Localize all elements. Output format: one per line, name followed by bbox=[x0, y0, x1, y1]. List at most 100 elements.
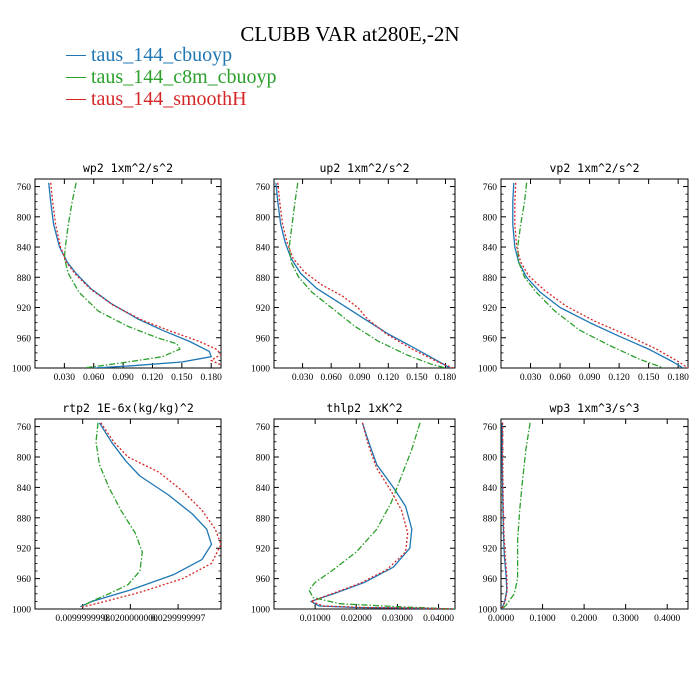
series-line-1-2 bbox=[277, 182, 454, 368]
xtick-label-5-2: 0.2000 bbox=[571, 614, 597, 624]
xtick-label-0-3: 0.120 bbox=[142, 373, 164, 383]
ytick-label-1-6: 1000 bbox=[251, 365, 270, 375]
ytick-label-1-4: 920 bbox=[256, 304, 271, 314]
xtick-label-2-1: 0.060 bbox=[549, 373, 571, 383]
panel-frame-1 bbox=[273, 178, 456, 369]
ytick-label-3-3: 880 bbox=[17, 514, 32, 524]
ytick-label-5-5: 960 bbox=[483, 575, 498, 585]
legend-label-c8m-cbuoyp: taus_144_c8m_cbuoyp bbox=[91, 65, 277, 88]
ytick-label-1-1: 800 bbox=[256, 213, 271, 223]
series-line-1-1 bbox=[288, 182, 446, 368]
ytick-label-2-0: 760 bbox=[483, 183, 498, 193]
ytick-label-3-1: 800 bbox=[17, 454, 32, 464]
ytick-label-2-4: 920 bbox=[483, 304, 498, 314]
xtick-label-1-4: 0.150 bbox=[406, 373, 428, 383]
legend-label-cbuoyp: taus_144_cbuoyp bbox=[91, 43, 233, 66]
xtick-label-0-4: 0.150 bbox=[171, 373, 193, 383]
xtick-label-3-1: 0.0200000000 bbox=[103, 614, 158, 624]
panel-title-2: vp2 1xm^2/s^2 bbox=[549, 161, 639, 175]
xtick-label-1-1: 0.060 bbox=[320, 373, 342, 383]
series-line-2-2 bbox=[514, 182, 688, 368]
panel-title-0: wp2 1xm^2/s^2 bbox=[83, 161, 173, 175]
xtick-label-4-3: 0.04000 bbox=[423, 614, 454, 624]
ytick-label-3-2: 840 bbox=[17, 484, 32, 494]
panel-frame-5 bbox=[500, 418, 689, 610]
ytick-label-4-2: 840 bbox=[256, 484, 271, 494]
ytick-label-5-0: 760 bbox=[483, 423, 498, 433]
series-line-4-1 bbox=[308, 422, 455, 609]
ytick-label-2-3: 880 bbox=[483, 274, 498, 284]
ytick-label-1-5: 960 bbox=[256, 334, 271, 344]
series-line-0-2 bbox=[50, 182, 221, 366]
legend-entry-smoothh: taus_144_smoothH bbox=[66, 88, 277, 110]
ytick-label-0-4: 920 bbox=[17, 304, 32, 314]
figure-title: CLUBB VAR at280E,-2N bbox=[240, 22, 460, 46]
series-line-4-0 bbox=[310, 422, 455, 609]
panel-title-5: wp3 1xm^3/s^3 bbox=[549, 401, 639, 415]
series-line-2-0 bbox=[512, 182, 684, 368]
ytick-label-1-0: 760 bbox=[256, 183, 271, 193]
ytick-label-2-5: 960 bbox=[483, 334, 498, 344]
series-line-5-1 bbox=[501, 422, 531, 609]
ytick-label-5-2: 840 bbox=[483, 484, 498, 494]
xtick-label-1-3: 0.120 bbox=[378, 373, 400, 383]
ytick-label-5-4: 920 bbox=[483, 545, 498, 555]
panel-frame-3 bbox=[34, 418, 222, 610]
legend-line-cbuoyp bbox=[66, 54, 86, 56]
xtick-label-4-0: 0.01000 bbox=[300, 614, 331, 624]
xtick-label-0-0: 0.030 bbox=[54, 373, 76, 383]
ytick-label-0-6: 1000 bbox=[12, 365, 31, 375]
panel-title-1: up2 1xm^2/s^2 bbox=[319, 161, 409, 175]
ytick-label-4-1: 800 bbox=[256, 454, 271, 464]
xtick-label-0-2: 0.090 bbox=[112, 373, 134, 383]
xtick-label-0-5: 0.180 bbox=[201, 373, 223, 383]
panel-frame-4 bbox=[273, 418, 456, 610]
xtick-label-2-5: 0.180 bbox=[667, 373, 689, 383]
xtick-label-3-2: 0.0299999997 bbox=[151, 614, 206, 624]
series-line-0-1 bbox=[63, 182, 181, 368]
xtick-label-1-5: 0.180 bbox=[435, 373, 457, 383]
ytick-label-4-6: 1000 bbox=[251, 606, 270, 616]
series-line-3-1 bbox=[81, 422, 143, 608]
xtick-label-4-1: 0.02000 bbox=[341, 614, 372, 624]
legend-line-smoothh bbox=[66, 98, 86, 100]
ytick-label-3-6: 1000 bbox=[12, 606, 31, 616]
panel-title-4: thlp2 1xK^2 bbox=[326, 401, 402, 415]
series-line-3-2 bbox=[80, 422, 221, 609]
legend-entry-c8m-cbuoyp: taus_144_c8m_cbuoyp bbox=[66, 66, 277, 88]
legend-line-c8m-cbuoyp bbox=[66, 76, 86, 78]
xtick-label-5-1: 0.1000 bbox=[529, 614, 555, 624]
panel-frame-2 bbox=[500, 178, 689, 369]
series-line-2-1 bbox=[517, 182, 664, 368]
xtick-label-1-2: 0.090 bbox=[349, 373, 371, 383]
ytick-label-4-4: 920 bbox=[256, 545, 271, 555]
ytick-label-5-6: 1000 bbox=[478, 606, 497, 616]
series-line-5-2 bbox=[501, 422, 508, 609]
xtick-label-2-3: 0.120 bbox=[608, 373, 630, 383]
ytick-label-3-5: 960 bbox=[17, 575, 32, 585]
ytick-label-2-6: 1000 bbox=[478, 365, 497, 375]
ytick-label-0-1: 800 bbox=[17, 213, 32, 223]
panel-title-3: rtp2 1E-6x(kg/kg)^2 bbox=[62, 401, 194, 415]
ytick-label-3-4: 920 bbox=[17, 545, 32, 555]
ytick-label-4-5: 960 bbox=[256, 575, 271, 585]
ytick-label-0-3: 880 bbox=[17, 274, 32, 284]
xtick-label-4-2: 0.03000 bbox=[382, 614, 413, 624]
xtick-label-2-2: 0.090 bbox=[579, 373, 601, 383]
ytick-label-4-3: 880 bbox=[256, 514, 271, 524]
series-line-0-0 bbox=[48, 182, 212, 368]
ytick-label-0-0: 760 bbox=[17, 183, 32, 193]
ytick-label-0-2: 840 bbox=[17, 244, 32, 254]
ytick-label-2-1: 800 bbox=[483, 213, 498, 223]
legend-entry-cbuoyp: taus_144_cbuoyp bbox=[66, 44, 277, 66]
series-line-4-2 bbox=[310, 422, 455, 609]
xtick-label-0-1: 0.060 bbox=[83, 373, 105, 383]
xtick-label-2-0: 0.030 bbox=[520, 373, 542, 383]
xtick-label-5-3: 0.3000 bbox=[613, 614, 639, 624]
ytick-label-4-0: 760 bbox=[256, 423, 271, 433]
series-line-5-0 bbox=[501, 422, 508, 609]
ytick-label-1-3: 880 bbox=[256, 274, 271, 284]
xtick-label-3-0: 0.0099999998 bbox=[55, 614, 110, 624]
ytick-label-5-1: 800 bbox=[483, 454, 498, 464]
